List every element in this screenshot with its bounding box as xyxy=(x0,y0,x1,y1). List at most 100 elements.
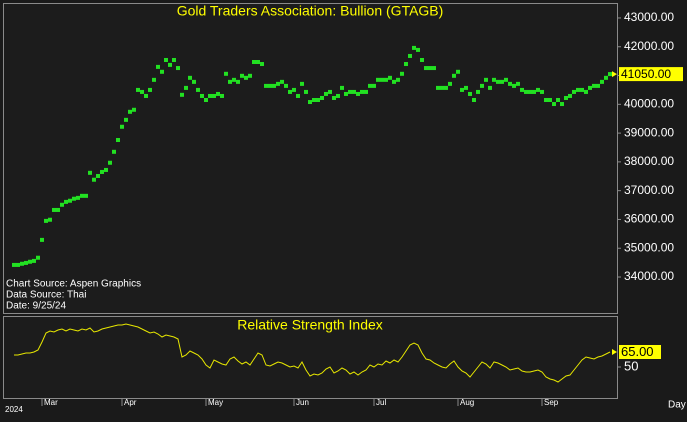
price-dot xyxy=(24,260,28,265)
y-tick-label: 42000.00 xyxy=(624,39,674,53)
rsi-panel xyxy=(3,316,618,399)
x-tick-label: Jul xyxy=(376,398,386,407)
price-dot xyxy=(556,98,560,103)
price-dot xyxy=(364,89,368,94)
price-dot xyxy=(292,87,296,92)
price-dot xyxy=(128,109,132,114)
price-dot xyxy=(552,102,556,107)
price-dot xyxy=(416,47,420,52)
price-dot xyxy=(280,79,284,84)
price-dot xyxy=(60,202,64,207)
annotation: Date: 9/25/24 xyxy=(6,301,66,312)
price-dot xyxy=(20,261,24,266)
x-tick-label: Aug xyxy=(460,398,474,407)
price-dot xyxy=(432,66,436,71)
chart-title: Gold Traders Association: Bullion (GTAGB… xyxy=(177,3,444,19)
price-dot xyxy=(116,138,120,143)
price-dot xyxy=(188,75,192,80)
price-dot xyxy=(440,85,444,90)
price-dot xyxy=(28,259,32,264)
price-dot xyxy=(12,262,16,267)
y-tick-label: 43000.00 xyxy=(624,10,674,24)
price-dot xyxy=(208,93,212,98)
price-dot xyxy=(204,98,208,103)
price-dot xyxy=(372,83,376,88)
price-dot xyxy=(140,89,144,94)
price-dot xyxy=(360,89,364,94)
y-tick-label: 38000.00 xyxy=(624,154,674,168)
price-dot xyxy=(424,66,428,71)
price-dot xyxy=(40,237,44,242)
price-dot xyxy=(428,66,432,71)
price-dot xyxy=(456,69,460,74)
price-dot xyxy=(72,196,76,201)
price-dot xyxy=(36,255,40,260)
price-dot xyxy=(272,83,276,88)
x-tick-label: Mar xyxy=(44,398,58,407)
price-dot xyxy=(284,83,288,88)
price-dot xyxy=(232,77,236,82)
price-dot xyxy=(516,81,520,86)
price-dot xyxy=(500,79,504,84)
price-dot xyxy=(276,81,280,86)
price-dot xyxy=(76,195,80,200)
price-dot xyxy=(16,262,20,267)
price-dot xyxy=(152,77,156,82)
price-dot xyxy=(184,85,188,90)
price-dot xyxy=(492,77,496,82)
price-dot xyxy=(352,89,356,94)
price-dot xyxy=(300,81,304,86)
price-dot xyxy=(540,89,544,94)
price-dot xyxy=(316,98,320,103)
price-dot xyxy=(548,98,552,103)
price-dot xyxy=(384,77,388,82)
price-dot xyxy=(268,83,272,88)
price-dot xyxy=(536,87,540,92)
price-dot xyxy=(212,93,216,98)
x-tick-label: Apr xyxy=(124,398,137,407)
price-dot xyxy=(368,83,372,88)
price-dot xyxy=(600,79,604,84)
price-dot xyxy=(32,258,36,263)
price-dot xyxy=(228,79,232,84)
y-tick-label: 36000.00 xyxy=(624,212,674,226)
price-dot xyxy=(100,169,104,174)
price-dot xyxy=(132,107,136,112)
price-dot xyxy=(288,89,292,94)
price-dot xyxy=(520,87,524,92)
price-dot xyxy=(112,149,116,154)
price-dot xyxy=(256,60,260,65)
price-dot xyxy=(524,89,528,94)
price-dot xyxy=(560,102,564,107)
price-dot xyxy=(604,75,608,80)
price-dot xyxy=(480,83,484,88)
price-dot xyxy=(64,199,68,204)
price-dot xyxy=(388,75,392,80)
price-dot xyxy=(420,57,424,62)
x-tick-label: May xyxy=(208,398,223,407)
price-dot xyxy=(80,193,84,198)
price-dot xyxy=(392,79,396,84)
price-dot xyxy=(476,89,480,94)
price-dot xyxy=(88,170,92,175)
rsi-title: Relative Strength Index xyxy=(237,317,383,333)
marker-box xyxy=(619,345,661,359)
price-dot xyxy=(452,73,456,78)
x-tick-label: Jun xyxy=(296,398,309,407)
price-dot xyxy=(236,79,240,84)
price-dot xyxy=(584,89,588,94)
price-dot xyxy=(168,62,172,67)
y-tick-label: 39000.00 xyxy=(624,125,674,139)
marker-label: 65.00 xyxy=(621,344,654,359)
price-dot xyxy=(104,167,108,172)
marker-label: 41050.00 xyxy=(621,67,671,81)
price-dot xyxy=(328,89,332,94)
price-dot xyxy=(532,89,536,94)
price-panel xyxy=(3,3,618,314)
price-dot xyxy=(408,53,412,58)
price-dot xyxy=(444,85,448,90)
y-tick-label: 34000.00 xyxy=(624,269,674,283)
price-dot xyxy=(404,62,408,67)
